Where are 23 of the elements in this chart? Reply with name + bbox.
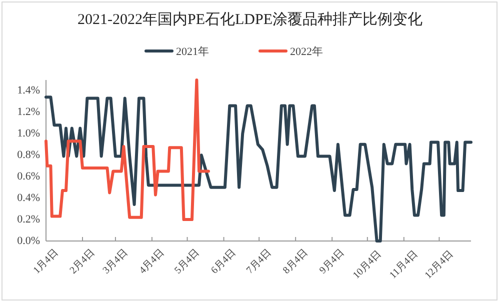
x-tick-label: 7月4日 xyxy=(244,247,274,276)
legend-label: 2021年 xyxy=(176,46,209,58)
x-tick-label: 2月4日 xyxy=(68,247,97,276)
y-tick-label: 0.6% xyxy=(17,170,40,183)
x-tick-label: 3月4日 xyxy=(100,247,130,276)
x-tick-label: 1月4日 xyxy=(32,247,60,276)
x-tick-label: 11月4日 xyxy=(388,248,420,282)
x-tick-label: 8月4日 xyxy=(281,247,310,276)
y-tick-label: 1.2% xyxy=(17,106,40,118)
legend-label: 2022年 xyxy=(290,46,323,58)
x-tick-label: 5月4日 xyxy=(172,247,202,276)
y-tick-label: 1.0% xyxy=(17,128,40,140)
chart-title: 2021-2022年国内PE石化LDPE涂覆品种排产比例变化 xyxy=(78,11,422,28)
y-tick-label: 0.4% xyxy=(17,192,40,204)
x-tick-label: 6月4日 xyxy=(209,247,238,276)
y-tick-label: 0.0% xyxy=(17,235,40,247)
y-tick-label: 1.4% xyxy=(17,84,40,97)
x-tick-label: 10月4日 xyxy=(351,248,384,282)
y-tick-label: 0.8% xyxy=(17,149,40,162)
x-tick-label: 9月4日 xyxy=(318,247,347,276)
x-tick-label: 12月4日 xyxy=(422,248,456,282)
x-tick-label: 4月4日 xyxy=(137,247,166,276)
y-tick-label: 0.2% xyxy=(17,214,40,226)
